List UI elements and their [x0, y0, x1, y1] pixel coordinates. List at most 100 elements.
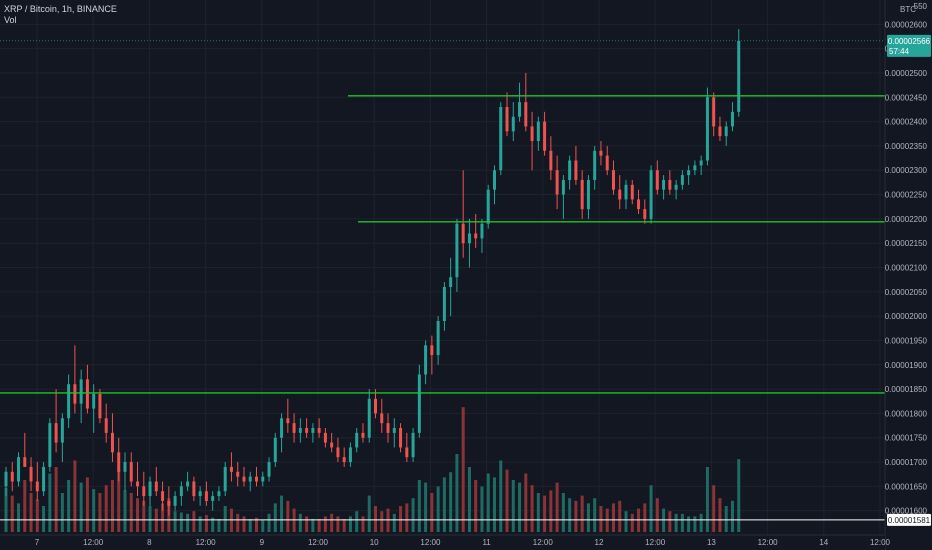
- candle-body: [411, 432, 415, 458]
- price-axis[interactable]: 0.000026000.000025500.000025000.00002450…: [884, 0, 932, 550]
- price-tick-label: 0.00001800: [885, 409, 928, 418]
- time-tick-label: 9: [260, 538, 265, 547]
- volume-bar: [98, 493, 102, 532]
- candle-body: [599, 150, 603, 156]
- price-tick-label: 0.00002350: [885, 142, 928, 151]
- candle-body: [637, 199, 641, 210]
- volume-bar: [305, 516, 309, 532]
- price-tick-label: 0.00001850: [885, 385, 928, 394]
- volume-bar: [674, 513, 678, 532]
- volume-bar: [430, 493, 434, 532]
- candle-body: [348, 447, 352, 463]
- volume-bar: [367, 495, 371, 532]
- candle-body: [536, 121, 540, 142]
- candle-body: [649, 170, 653, 219]
- volume-bar: [486, 473, 490, 532]
- volume-bar: [593, 498, 597, 532]
- candle-body: [662, 179, 666, 190]
- volume-bar: [104, 485, 108, 532]
- volume-bar: [417, 480, 421, 532]
- price-tick-label: 0.00002100: [885, 264, 928, 273]
- candle-body: [342, 457, 346, 463]
- volume-bar: [186, 513, 190, 532]
- candle-body: [298, 428, 302, 433]
- indicator-title[interactable]: Vol: [4, 15, 17, 25]
- volume-bar: [611, 503, 615, 532]
- volume-bar: [568, 498, 572, 532]
- volume-bar: [280, 495, 284, 532]
- volume-bar: [198, 516, 202, 532]
- candle-body: [611, 170, 615, 190]
- price-tick-label: 0.00002200: [885, 215, 928, 224]
- currency-label: BTC: [900, 5, 916, 14]
- volume-bar: [85, 477, 89, 532]
- candle-body: [167, 500, 171, 506]
- candle-body: [198, 491, 202, 497]
- candle-body: [561, 179, 565, 195]
- price-tick-label: 0.00001900: [885, 361, 928, 370]
- candle-body: [217, 491, 221, 497]
- candle-body: [449, 277, 453, 287]
- candles: [4, 29, 741, 516]
- candle-body: [618, 189, 622, 200]
- volume-bar: [311, 519, 315, 532]
- candle-body: [129, 462, 133, 482]
- volume-bar: [649, 485, 653, 532]
- volume-bar: [236, 513, 240, 532]
- symbol-title[interactable]: XRP / Bitcoin, 1h, BINANCE: [4, 4, 117, 14]
- price-tick-label: 0.00001950: [885, 336, 928, 345]
- candle-body: [148, 481, 152, 497]
- volume-bar: [73, 460, 77, 532]
- candle-body: [236, 471, 240, 477]
- volume-bar: [10, 495, 14, 532]
- candle-body: [417, 374, 421, 433]
- volume-bar: [129, 493, 133, 532]
- candle-body: [524, 102, 528, 127]
- volume-bar: [455, 454, 459, 532]
- volume-bar: [23, 480, 27, 532]
- volume-bar: [474, 480, 478, 532]
- volume-bar: [380, 511, 384, 532]
- chart-grid: [0, 0, 885, 535]
- candle-body: [192, 481, 196, 497]
- candle-body: [674, 184, 678, 190]
- time-axis-background: [0, 535, 885, 550]
- time-tick-label: 12:00: [308, 538, 329, 547]
- volume-bar: [680, 513, 684, 532]
- volume-bar: [492, 477, 496, 532]
- volume-bar: [599, 506, 603, 532]
- candle-body: [286, 418, 290, 424]
- candle-body: [374, 398, 377, 414]
- volume-bar: [668, 511, 672, 532]
- candle-body: [4, 471, 8, 487]
- volume-bar: [42, 506, 46, 532]
- volume-bar: [67, 480, 71, 532]
- volume-bar: [549, 490, 553, 532]
- candle-body: [305, 428, 309, 433]
- volume-bar: [110, 480, 114, 532]
- candle-body: [712, 97, 716, 127]
- time-tick-label: 11: [482, 538, 491, 547]
- candle-body: [442, 286, 446, 321]
- candle-body: [492, 170, 496, 190]
- volume-bar: [399, 506, 403, 532]
- candle-body: [455, 223, 459, 278]
- volume-bar: [348, 516, 352, 532]
- volume-bar: [223, 506, 227, 532]
- volume-bar: [317, 519, 321, 532]
- volume-bar: [60, 493, 64, 532]
- candle-body: [424, 345, 428, 375]
- candle-body: [48, 423, 52, 467]
- volume-bar: [555, 482, 559, 532]
- price-tick-label: 0.00002300: [885, 166, 928, 175]
- candle-body: [624, 184, 628, 200]
- candle-body: [92, 393, 96, 409]
- volume-bar: [480, 486, 484, 532]
- price-tick-label: 0.00001750: [885, 434, 928, 443]
- candle-body: [117, 452, 121, 472]
- time-axis[interactable]: 7 12:00 8 12:00 9 12:00 10 12:00 11 12:00 12 12:00 1…: [0, 534, 891, 550]
- candle-body: [60, 418, 64, 443]
- candle-body: [505, 107, 509, 132]
- candle-body: [73, 384, 77, 404]
